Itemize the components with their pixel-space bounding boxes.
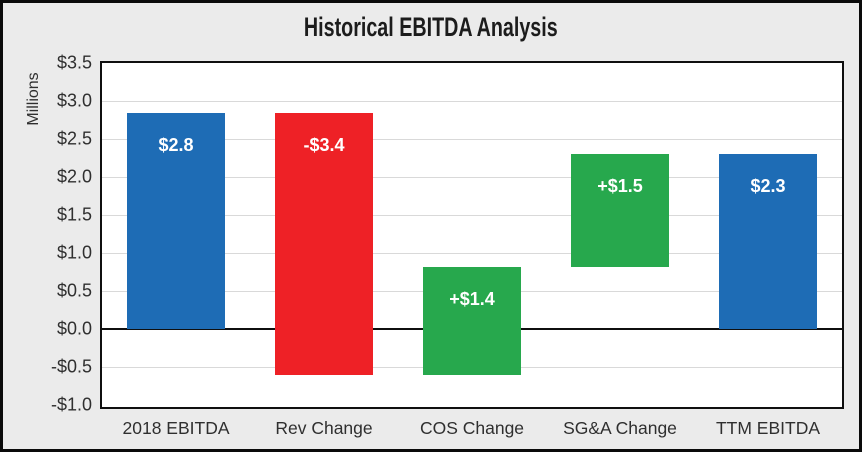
x-label-sg-a-change: SG&A Change — [563, 418, 677, 438]
bar-cos-change: +$1.4 — [423, 267, 521, 375]
bar-value-label-2018-ebitda: $2.8 — [158, 135, 194, 156]
y-tick-0-5: -$0.5 — [50, 356, 92, 377]
gridline-1-0 — [102, 252, 842, 254]
bar-sg-a-change: +$1.5 — [571, 154, 669, 268]
y-tick-1-5: $1.5 — [56, 204, 92, 225]
bar-value-label-ttm-ebitda: $2.3 — [750, 176, 786, 197]
y-tick-2-5: $2.5 — [56, 128, 92, 149]
gridline-2-0 — [102, 176, 842, 178]
x-label-rev-change: Rev Change — [275, 418, 373, 438]
y-tick-0-0: $0.0 — [56, 318, 92, 339]
x-label-ttm-ebitda: TTM EBITDA — [715, 418, 821, 438]
y-tick-3-5: $3.5 — [56, 52, 92, 73]
bar-ttm-ebitda: $2.3 — [719, 154, 817, 329]
y-tick-1-0: -$1.0 — [50, 394, 92, 415]
y-tick-0-5: $0.5 — [56, 280, 92, 301]
bar-rev-change: -$3.4 — [275, 113, 373, 375]
gridline-1-5 — [102, 214, 842, 216]
y-tick-3-0: $3.0 — [56, 90, 92, 111]
gridline-3-0 — [102, 100, 842, 102]
gridline-2-5 — [102, 138, 842, 140]
chart-title-text: Historical EBITDA Analysis — [304, 12, 558, 42]
bar-value-label-cos-change: +$1.4 — [449, 289, 495, 310]
bar-value-label-sg-a-change: +$1.5 — [597, 176, 643, 197]
plot-area: $2.8 -$3.4 +$1.4 +$1.5 $2.3 — [100, 61, 844, 409]
chart-title: Historical EBITDA Analysis — [0, 12, 862, 43]
x-label-cos-change: COS Change — [419, 418, 525, 438]
y-tick-2-0: $2.0 — [56, 166, 92, 187]
bar-2018-ebitda: $2.8 — [127, 113, 225, 329]
bar-value-label-rev-change: -$3.4 — [303, 135, 345, 156]
y-tick-1-0: $1.0 — [56, 242, 92, 263]
x-label-2018-ebitda: 2018 EBITDA — [122, 418, 230, 438]
